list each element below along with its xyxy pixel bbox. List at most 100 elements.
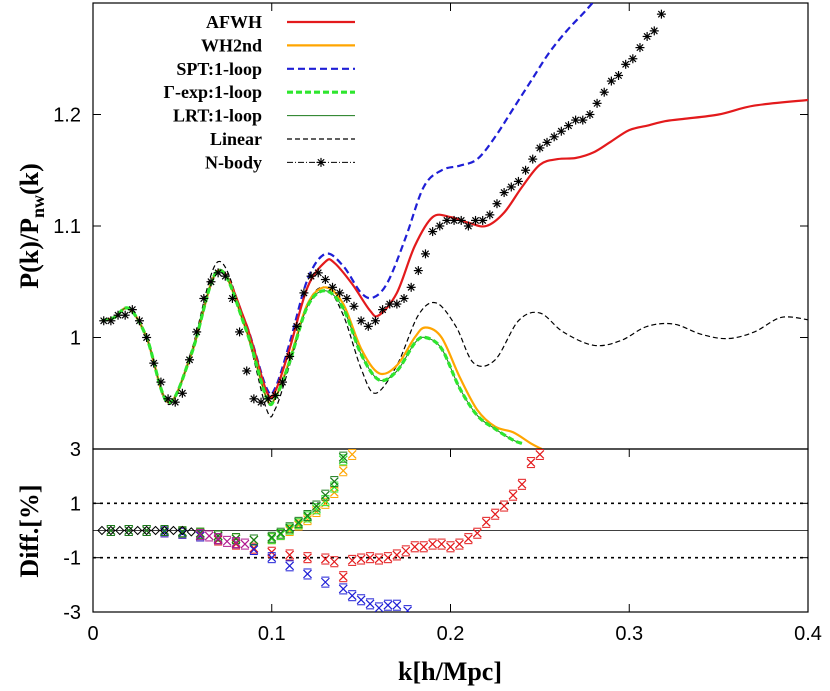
nbody-point-61 (535, 143, 545, 153)
nbody-point-23 (263, 394, 273, 404)
nbody-point-12 (185, 355, 195, 365)
diff-point-afwh-10 (285, 549, 295, 561)
diff-point-afwh-35 (526, 457, 536, 469)
diff-point-lrt-1-loop-11 (285, 522, 295, 534)
nbody-point-39 (378, 305, 388, 315)
nbody-point-1 (106, 316, 116, 326)
x-axis-title: k[h/Mpc] (398, 657, 502, 686)
nbody-point-60 (528, 154, 538, 164)
diff-point-afwh-17 (365, 552, 375, 564)
nbody-point-44 (413, 266, 423, 276)
nbody-point-22 (256, 397, 266, 407)
diff-point-afwh-12 (320, 553, 330, 565)
nbody-point-73 (621, 59, 631, 69)
nbody-point-15 (206, 277, 216, 287)
diff-point-black-0 (97, 525, 107, 536)
diff-point-lrt-1-loop-8 (249, 534, 259, 546)
afwh-line (101, 98, 808, 404)
nbody-point-0 (99, 316, 109, 326)
diff-point-afwh-28 (463, 533, 473, 545)
diff-point-spt-1-loop-4 (177, 527, 187, 539)
nbody-point-47 (435, 221, 445, 231)
diff-point-spt-1-loop-15 (356, 594, 366, 606)
nbody-point-33 (335, 288, 345, 298)
nbody-point-8 (156, 377, 166, 387)
bottom-y-tick-label-2: 1 (70, 493, 81, 515)
diff-point-spt-1-loop-17 (374, 602, 384, 612)
nbody-point-53 (478, 215, 488, 225)
diff-point-spt-1-loop-10 (285, 560, 295, 572)
diff-point-black-3 (124, 525, 134, 536)
nbody-point-69 (592, 98, 602, 108)
nbody-point-4 (127, 305, 137, 315)
legend-label-lrt-1-loop: LRT:1-loop (173, 106, 262, 126)
legend: AFWH WH2nd SPT:1-loop Γ-exp:1-loop LRT:1-loo… (164, 12, 355, 172)
diff-point-black-2 (115, 525, 125, 536)
nbody-point-18 (227, 293, 237, 303)
nbody-point-14 (199, 293, 209, 303)
nbody-point-35 (349, 301, 359, 311)
diff-point-lrt-1-loop-0 (106, 525, 116, 536)
nbody-point-59 (521, 165, 531, 175)
diff-point-afwh-31 (490, 508, 500, 520)
nbody-point-3 (120, 310, 130, 320)
diff-point-afwh-15 (347, 554, 357, 566)
nbody-point-56 (499, 188, 509, 198)
nbody-point-16 (213, 268, 223, 278)
nbody-point-32 (328, 282, 338, 292)
nbody-point-77 (649, 26, 659, 36)
top-y-axis: 1 1.1 1.2 (53, 3, 808, 350)
nbody-point-70 (599, 87, 609, 97)
nbody-point-74 (628, 54, 638, 64)
bottom-y-tick-label-3: 3 (70, 439, 81, 461)
top-panel: 1 1.1 1.2 P(k)/Pnw(k) AFWH WH2nd SPT:1-loop Γ… (15, 2, 809, 450)
diff-point-black-5 (141, 525, 152, 536)
legend-label-n-body: N-body (205, 152, 262, 172)
diff-point-series-3 (222, 535, 232, 547)
x-tick-label-0: 0 (87, 623, 98, 645)
bottom-y-axis: -3 -1 1 3 (63, 439, 808, 624)
top-y-tick-label-2: 1.2 (53, 105, 81, 127)
nbody-point-17 (220, 271, 230, 281)
bottom-series-group (97, 449, 545, 612)
nbody-point-42 (399, 293, 409, 303)
nbody-point-67 (578, 115, 588, 125)
diff-point-exp-1-loop-9 (267, 533, 277, 545)
diff-point-afwh-20 (392, 549, 402, 561)
diff-point-spt-1-loop-19 (392, 599, 402, 611)
diff-point-afwh-26 (446, 541, 455, 553)
diff-point-afwh-21 (401, 545, 411, 557)
nbody-point-54 (485, 210, 495, 220)
top-y-axis-title: P(k)/Pnw(k) (15, 163, 48, 289)
nbody-point-5 (134, 316, 144, 326)
diff-point-afwh-23 (419, 541, 429, 553)
nbody-point-64 (556, 126, 566, 136)
nbody-point-21 (249, 394, 259, 404)
diff-point-spt-1-loop-14 (347, 590, 357, 602)
nbody-point-7 (149, 358, 159, 368)
diff-point-series-1 (204, 530, 214, 542)
bottom-panel: -3 -1 1 3 0 0.1 0.2 0.3 0.4 Diff.[%] k[h/Mpc] (15, 439, 822, 686)
diff-point-afwh-24 (428, 538, 438, 550)
diff-point-afwh-30 (481, 516, 491, 528)
nbody-point-62 (542, 137, 552, 147)
bottom-y-tick-label-1: -1 (63, 548, 81, 570)
diff-point-afwh-14 (338, 571, 348, 583)
diff-point-afwh-22 (410, 541, 420, 553)
legend-label-linear: Linear (210, 129, 262, 149)
diff-point-wh2nd-18 (347, 449, 357, 460)
diff-point-lrt-1-loop-5 (195, 527, 205, 539)
diff-point-black-10 (186, 527, 197, 537)
nbody-point-41 (392, 299, 402, 309)
diff-point-lrt-1-loop-2 (142, 525, 152, 536)
diff-point-afwh-27 (455, 538, 464, 550)
nbody-point-63 (549, 132, 559, 142)
diff-point-exp-1-loop-11 (285, 523, 295, 535)
diff-point-black-1 (106, 525, 116, 536)
nbody-point-29 (306, 271, 316, 281)
nbody-point-72 (614, 70, 624, 80)
legend-label-afwh: AFWH (206, 12, 262, 32)
nbody-point-26 (285, 351, 295, 361)
legend-label-spt-1-loop: SPT:1-loop (176, 59, 262, 79)
diff-point-lrt-1-loop-10 (276, 527, 286, 539)
